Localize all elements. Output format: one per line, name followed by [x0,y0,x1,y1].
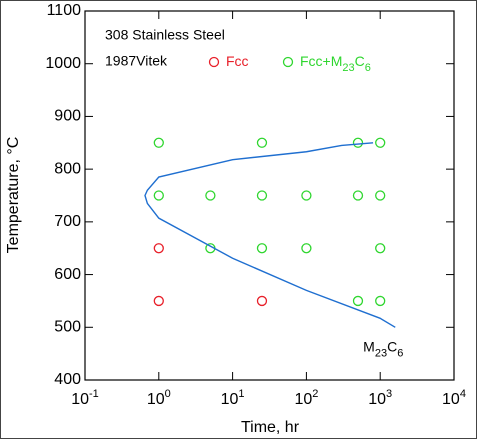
curve-label: M23C6 [363,338,403,359]
y-tick-label: 400 [54,371,81,388]
point [375,190,386,201]
x-tick-label: 10-1 [71,388,99,408]
y-tick-label: 500 [54,319,81,336]
point [352,190,364,201]
point [301,190,312,201]
point [375,137,386,148]
x-tick-label: 100 [147,388,171,408]
point [256,295,268,307]
point [375,243,386,254]
plot-border [84,10,455,381]
point [153,137,164,148]
point [352,137,364,148]
y-tick-label: 600 [54,266,81,283]
y-tick-label: 1000 [45,55,81,72]
point [256,137,268,148]
curve [144,142,396,328]
point [352,295,364,307]
point [375,295,386,307]
x-tick-label: 103 [368,388,392,408]
chart-title: 308 Stainless Steel [105,27,225,43]
legend-label: Fcc [226,53,249,69]
legend-marker [282,56,294,68]
chart-subtitle: 1987Vitek [105,53,168,69]
point [205,190,216,201]
y-tick-label: 1100 [47,2,82,19]
point [153,190,164,201]
point [256,243,268,254]
x-tick-label: 102 [294,388,318,408]
legend-marker [208,56,220,68]
point [153,243,164,254]
x-tick-label: 104 [442,388,466,408]
legend-label: Fcc+M23C6 [300,53,371,74]
y-tick-label: 700 [54,213,81,230]
y-axis-label: Temperature, °C [5,137,22,254]
x-axis-label: Time, hr [241,419,300,436]
point [256,190,268,201]
y-tick-label: 900 [54,108,81,125]
point [301,243,312,254]
point [153,295,164,307]
y-tick-label: 800 [54,160,81,177]
x-tick-label: 101 [221,388,245,408]
